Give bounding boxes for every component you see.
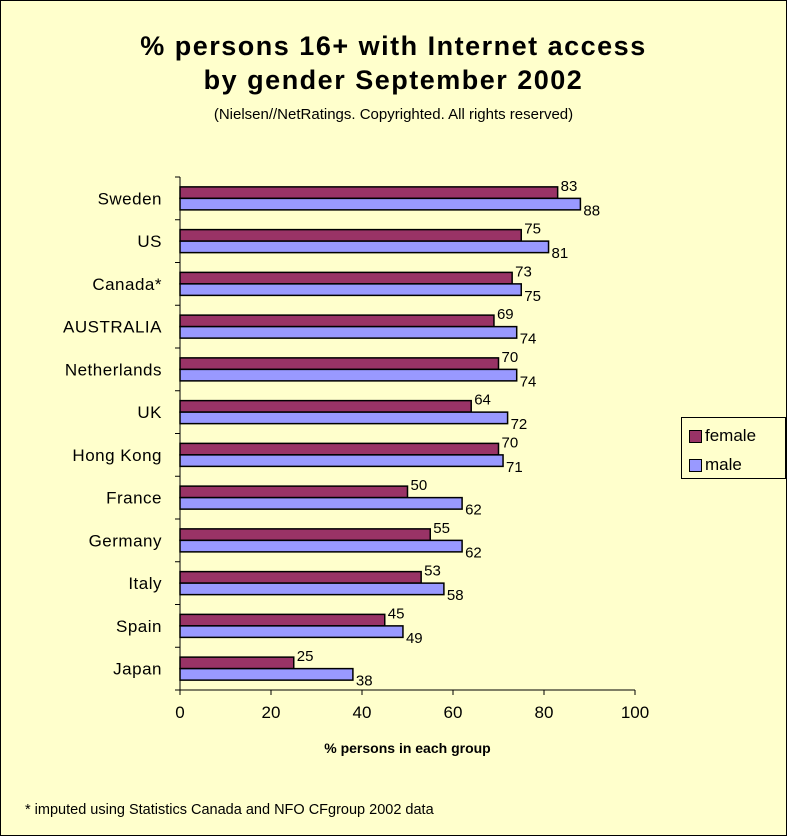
legend-swatch-male xyxy=(689,458,702,472)
x-tick-label: 80 xyxy=(535,703,554,722)
x-tick-label: 100 xyxy=(621,703,649,722)
data-label-female: 75 xyxy=(524,221,541,238)
legend-label-female: female xyxy=(705,426,757,445)
bar-female xyxy=(179,186,559,200)
legend: female male xyxy=(681,417,786,479)
category-label: Hong Kong xyxy=(72,446,162,465)
data-label-female: 69 xyxy=(497,306,514,323)
data-label-male: 58 xyxy=(447,587,464,604)
bar-male xyxy=(179,325,518,339)
x-tick-label: 40 xyxy=(353,703,372,722)
data-label-male: 49 xyxy=(406,630,423,647)
data-label-female: 70 xyxy=(502,434,519,451)
legend-swatch-female xyxy=(689,429,702,443)
data-label-female: 64 xyxy=(474,392,491,409)
x-tick-label: 0 xyxy=(175,703,184,722)
data-label-male: 62 xyxy=(465,502,482,519)
data-label-male: 62 xyxy=(465,544,482,561)
data-label-female: 53 xyxy=(424,563,441,580)
bar-male xyxy=(179,582,445,596)
bar-female xyxy=(179,314,495,328)
data-label-male: 38 xyxy=(356,673,373,690)
bar-male xyxy=(179,240,550,254)
chart-subtitle: (Nielsen//NetRatings. Copyrighted. All r… xyxy=(213,106,574,123)
data-label-male: 88 xyxy=(583,202,600,219)
legend-item-female: female xyxy=(689,426,756,446)
bar-female xyxy=(179,485,409,499)
data-label-male: 74 xyxy=(520,331,537,348)
bar-female xyxy=(179,357,500,371)
category-label: AUSTRALIA xyxy=(63,318,162,337)
bar-female xyxy=(179,570,422,584)
x-tick-label: 20 xyxy=(262,703,281,722)
x-tick-label: 60 xyxy=(444,703,463,722)
category-label: UK xyxy=(137,403,162,422)
data-label-female: 70 xyxy=(502,349,519,366)
bar-female xyxy=(179,613,386,627)
category-label: Spain xyxy=(116,617,162,636)
bar-female xyxy=(179,228,522,242)
category-label: France xyxy=(106,489,162,508)
category-label: US xyxy=(137,232,162,251)
bar-female xyxy=(179,271,513,285)
data-label-male: 74 xyxy=(520,373,537,390)
chart-title: % persons 16+ with Internet access xyxy=(140,31,647,61)
bar-female xyxy=(179,656,295,670)
data-label-male: 75 xyxy=(524,288,541,305)
category-label: Sweden xyxy=(98,189,162,208)
data-label-female: 50 xyxy=(411,477,428,494)
x-axis-label: % persons in each group xyxy=(324,740,490,756)
bar-male xyxy=(179,667,354,681)
bar-male xyxy=(179,283,522,297)
category-label: Germany xyxy=(89,531,162,550)
category-label: Japan xyxy=(113,660,162,679)
data-label-female: 55 xyxy=(433,520,450,537)
bar-male xyxy=(179,625,404,639)
category-label: Canada* xyxy=(92,275,162,294)
data-label-female: 73 xyxy=(515,263,532,280)
bar-male xyxy=(179,539,463,553)
bar-female xyxy=(179,442,500,456)
bar-male xyxy=(179,454,504,468)
legend-item-male: male xyxy=(689,455,742,475)
bar-female xyxy=(179,528,431,542)
category-label: Italy xyxy=(128,574,162,593)
data-label-male: 72 xyxy=(511,416,528,433)
bar-female xyxy=(179,399,472,413)
legend-label-male: male xyxy=(705,455,742,474)
data-label-female: 83 xyxy=(561,178,578,195)
data-label-male: 71 xyxy=(506,459,523,476)
chart-title-line-2: by gender September 2002 xyxy=(203,65,584,95)
bar-male xyxy=(179,197,582,211)
bar-male xyxy=(179,368,518,382)
footnote: * imputed using Statistics Canada and NF… xyxy=(25,802,434,818)
data-label-female: 45 xyxy=(388,605,405,622)
category-label: Netherlands xyxy=(65,360,162,379)
data-label-male: 81 xyxy=(552,245,569,262)
bar-male xyxy=(179,496,463,510)
bar-male xyxy=(179,411,509,425)
data-label-female: 25 xyxy=(297,648,314,665)
